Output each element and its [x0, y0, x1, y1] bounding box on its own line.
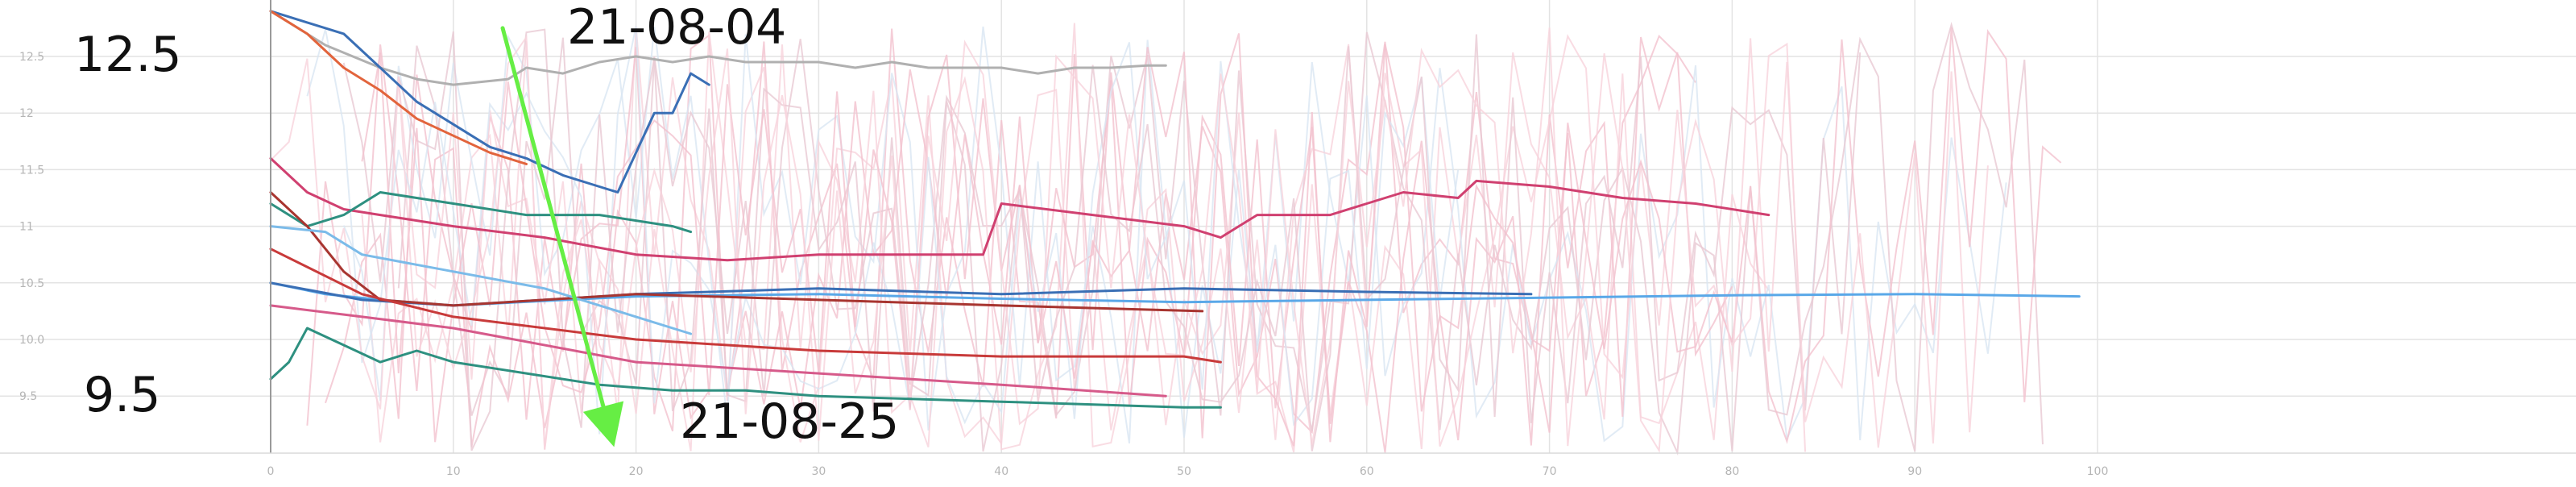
series-line-2 — [269, 10, 710, 194]
y-tick-label: 9.5 — [19, 390, 37, 403]
x-tick-label: 60 — [1360, 465, 1374, 478]
x-tick-label: 30 — [811, 465, 826, 478]
x-tick-label: 0 — [267, 465, 275, 478]
x-tick-label: 90 — [1907, 465, 1922, 478]
x-tick-label: 40 — [994, 465, 1008, 478]
y-tick-label: 10.5 — [19, 277, 44, 290]
x-tick-label: 70 — [1543, 465, 1557, 478]
noise-trace — [342, 28, 1862, 452]
end-date-label: 21-08-25 — [680, 393, 899, 450]
start-date-label: 21-08-04 — [567, 0, 786, 56]
arrow-head — [582, 401, 624, 447]
upper-value-label: 12.5 — [74, 27, 182, 83]
series-line-1 — [269, 10, 1167, 86]
y-tick-label: 12 — [19, 107, 34, 120]
x-tick-label: 50 — [1177, 465, 1191, 478]
noise-trace — [342, 26, 2007, 444]
y-tick-label: 11 — [19, 221, 34, 234]
annotations: 12.5 9.5 21-08-04 21-08-25 — [74, 0, 899, 450]
series-line-4 — [269, 156, 1770, 262]
noise-trace — [306, 36, 1733, 453]
noise-trace — [325, 28, 1696, 435]
series-lines — [269, 10, 2081, 409]
lower-value-label: 9.5 — [84, 367, 160, 423]
x-tick-label: 10 — [446, 465, 461, 478]
x-tick-label: 80 — [1725, 465, 1739, 478]
series-line-3 — [269, 10, 528, 165]
arrow-shaft — [500, 26, 606, 409]
noise-trace — [397, 22, 2044, 456]
series-line-11 — [269, 327, 1222, 409]
series-line-5 — [269, 191, 693, 234]
x-tick-label: 20 — [629, 465, 644, 478]
y-tick-label: 12.5 — [19, 51, 44, 64]
series-line-8 — [269, 191, 1204, 313]
noise-trace — [270, 27, 1989, 453]
x-tick-label: 100 — [2087, 465, 2109, 478]
series-line-10 — [269, 304, 1167, 398]
y-tick-label: 11.5 — [19, 164, 44, 177]
noise-trace — [397, 23, 1807, 452]
y-tick-label: 10.0 — [19, 334, 44, 347]
noise-trace — [361, 26, 1770, 453]
grid — [0, 0, 2576, 453]
series-line-12 — [269, 225, 693, 335]
series-line-9 — [269, 248, 1222, 364]
